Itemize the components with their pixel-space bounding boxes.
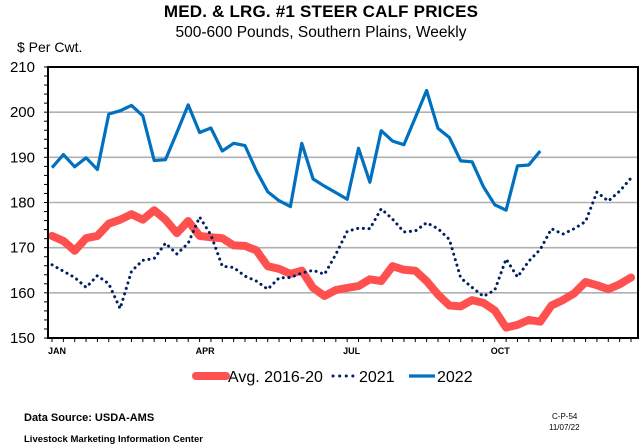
x-axis-ticks: JAN APR JUL OCT xyxy=(48,338,632,356)
series-line-2021 xyxy=(50,176,633,311)
x-tick-label: JUL xyxy=(343,346,361,356)
chart-title: MED. & LRG. #1 STEER CALF PRICES xyxy=(163,2,479,21)
y-axis-label: $ Per Cwt. xyxy=(17,39,83,55)
y-tick-label: 180 xyxy=(10,195,35,212)
plot-frame xyxy=(47,66,639,339)
organization-name: Livestock Marketing Information Center xyxy=(24,434,203,445)
chart-date: 11/07/22 xyxy=(549,423,580,432)
chart-code: C-P-54 xyxy=(552,412,578,421)
legend-label: 2022 xyxy=(437,369,473,386)
y-axis-ticks: 150 160 170 180 190 200 210 xyxy=(10,59,48,347)
series-line-avg-2016-20 xyxy=(48,206,635,332)
y-tick-label: 160 xyxy=(10,285,35,302)
chart-subtitle: 500-600 Pounds, Southern Plains, Weekly xyxy=(175,24,467,41)
series-group xyxy=(48,88,635,332)
y-tick-label: 210 xyxy=(10,59,35,76)
y-tick-label: 190 xyxy=(10,149,35,166)
data-source: Data Source: USDA-AMS xyxy=(24,412,155,424)
x-tick-label: JAN xyxy=(48,346,66,356)
x-tick-label: APR xyxy=(196,346,216,356)
legend: Avg. 2016-20 2021 2022 xyxy=(192,369,473,386)
y-tick-label: 200 xyxy=(10,104,35,121)
y-tick-label: 150 xyxy=(10,330,35,347)
x-tick-label: OCT xyxy=(491,346,511,356)
legend-label: 2021 xyxy=(359,369,395,386)
series-line-2022 xyxy=(50,88,542,212)
y-tick-label: 170 xyxy=(10,240,35,257)
legend-label: Avg. 2016-20 xyxy=(228,369,323,386)
gridlines xyxy=(48,111,638,294)
